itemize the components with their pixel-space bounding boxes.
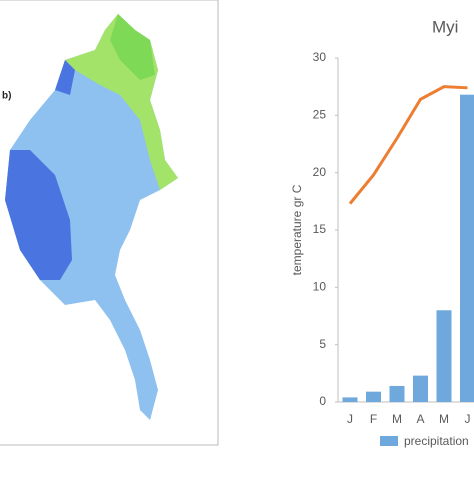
x-tick-label: A <box>416 412 424 426</box>
bar <box>436 310 452 402</box>
legend-label: precipitation <box>404 434 469 448</box>
x-tick-label: J <box>465 412 471 426</box>
legend-swatch <box>380 436 398 446</box>
bar <box>389 385 405 402</box>
map-zone-west <box>55 60 75 95</box>
map-label: b) <box>2 91 11 102</box>
chart-title: Myi <box>432 17 458 36</box>
y-axis-label: temperature gr C <box>290 184 304 275</box>
y-tick-label: 20 <box>313 165 327 179</box>
line <box>348 85 468 205</box>
y-tick-label: 30 <box>313 50 327 64</box>
y-tick-label: 25 <box>313 108 327 122</box>
y-tick-label: 15 <box>313 222 327 236</box>
bar <box>413 375 428 402</box>
y-tick-label: 10 <box>313 280 327 294</box>
bar <box>460 94 474 403</box>
map-zone-peak <box>110 14 155 80</box>
map: b) <box>0 0 219 446</box>
x-tick-label: F <box>370 412 377 426</box>
bar <box>342 397 358 402</box>
y-tick-label: 0 <box>319 394 326 408</box>
x-tick-label: M <box>392 412 402 426</box>
y-tick-label: 5 <box>319 337 326 351</box>
x-tick-label: J <box>347 412 353 426</box>
x-tick-label: M <box>439 412 449 426</box>
map-land <box>5 14 178 420</box>
bar <box>366 391 381 402</box>
map-zone-coast <box>5 150 72 280</box>
